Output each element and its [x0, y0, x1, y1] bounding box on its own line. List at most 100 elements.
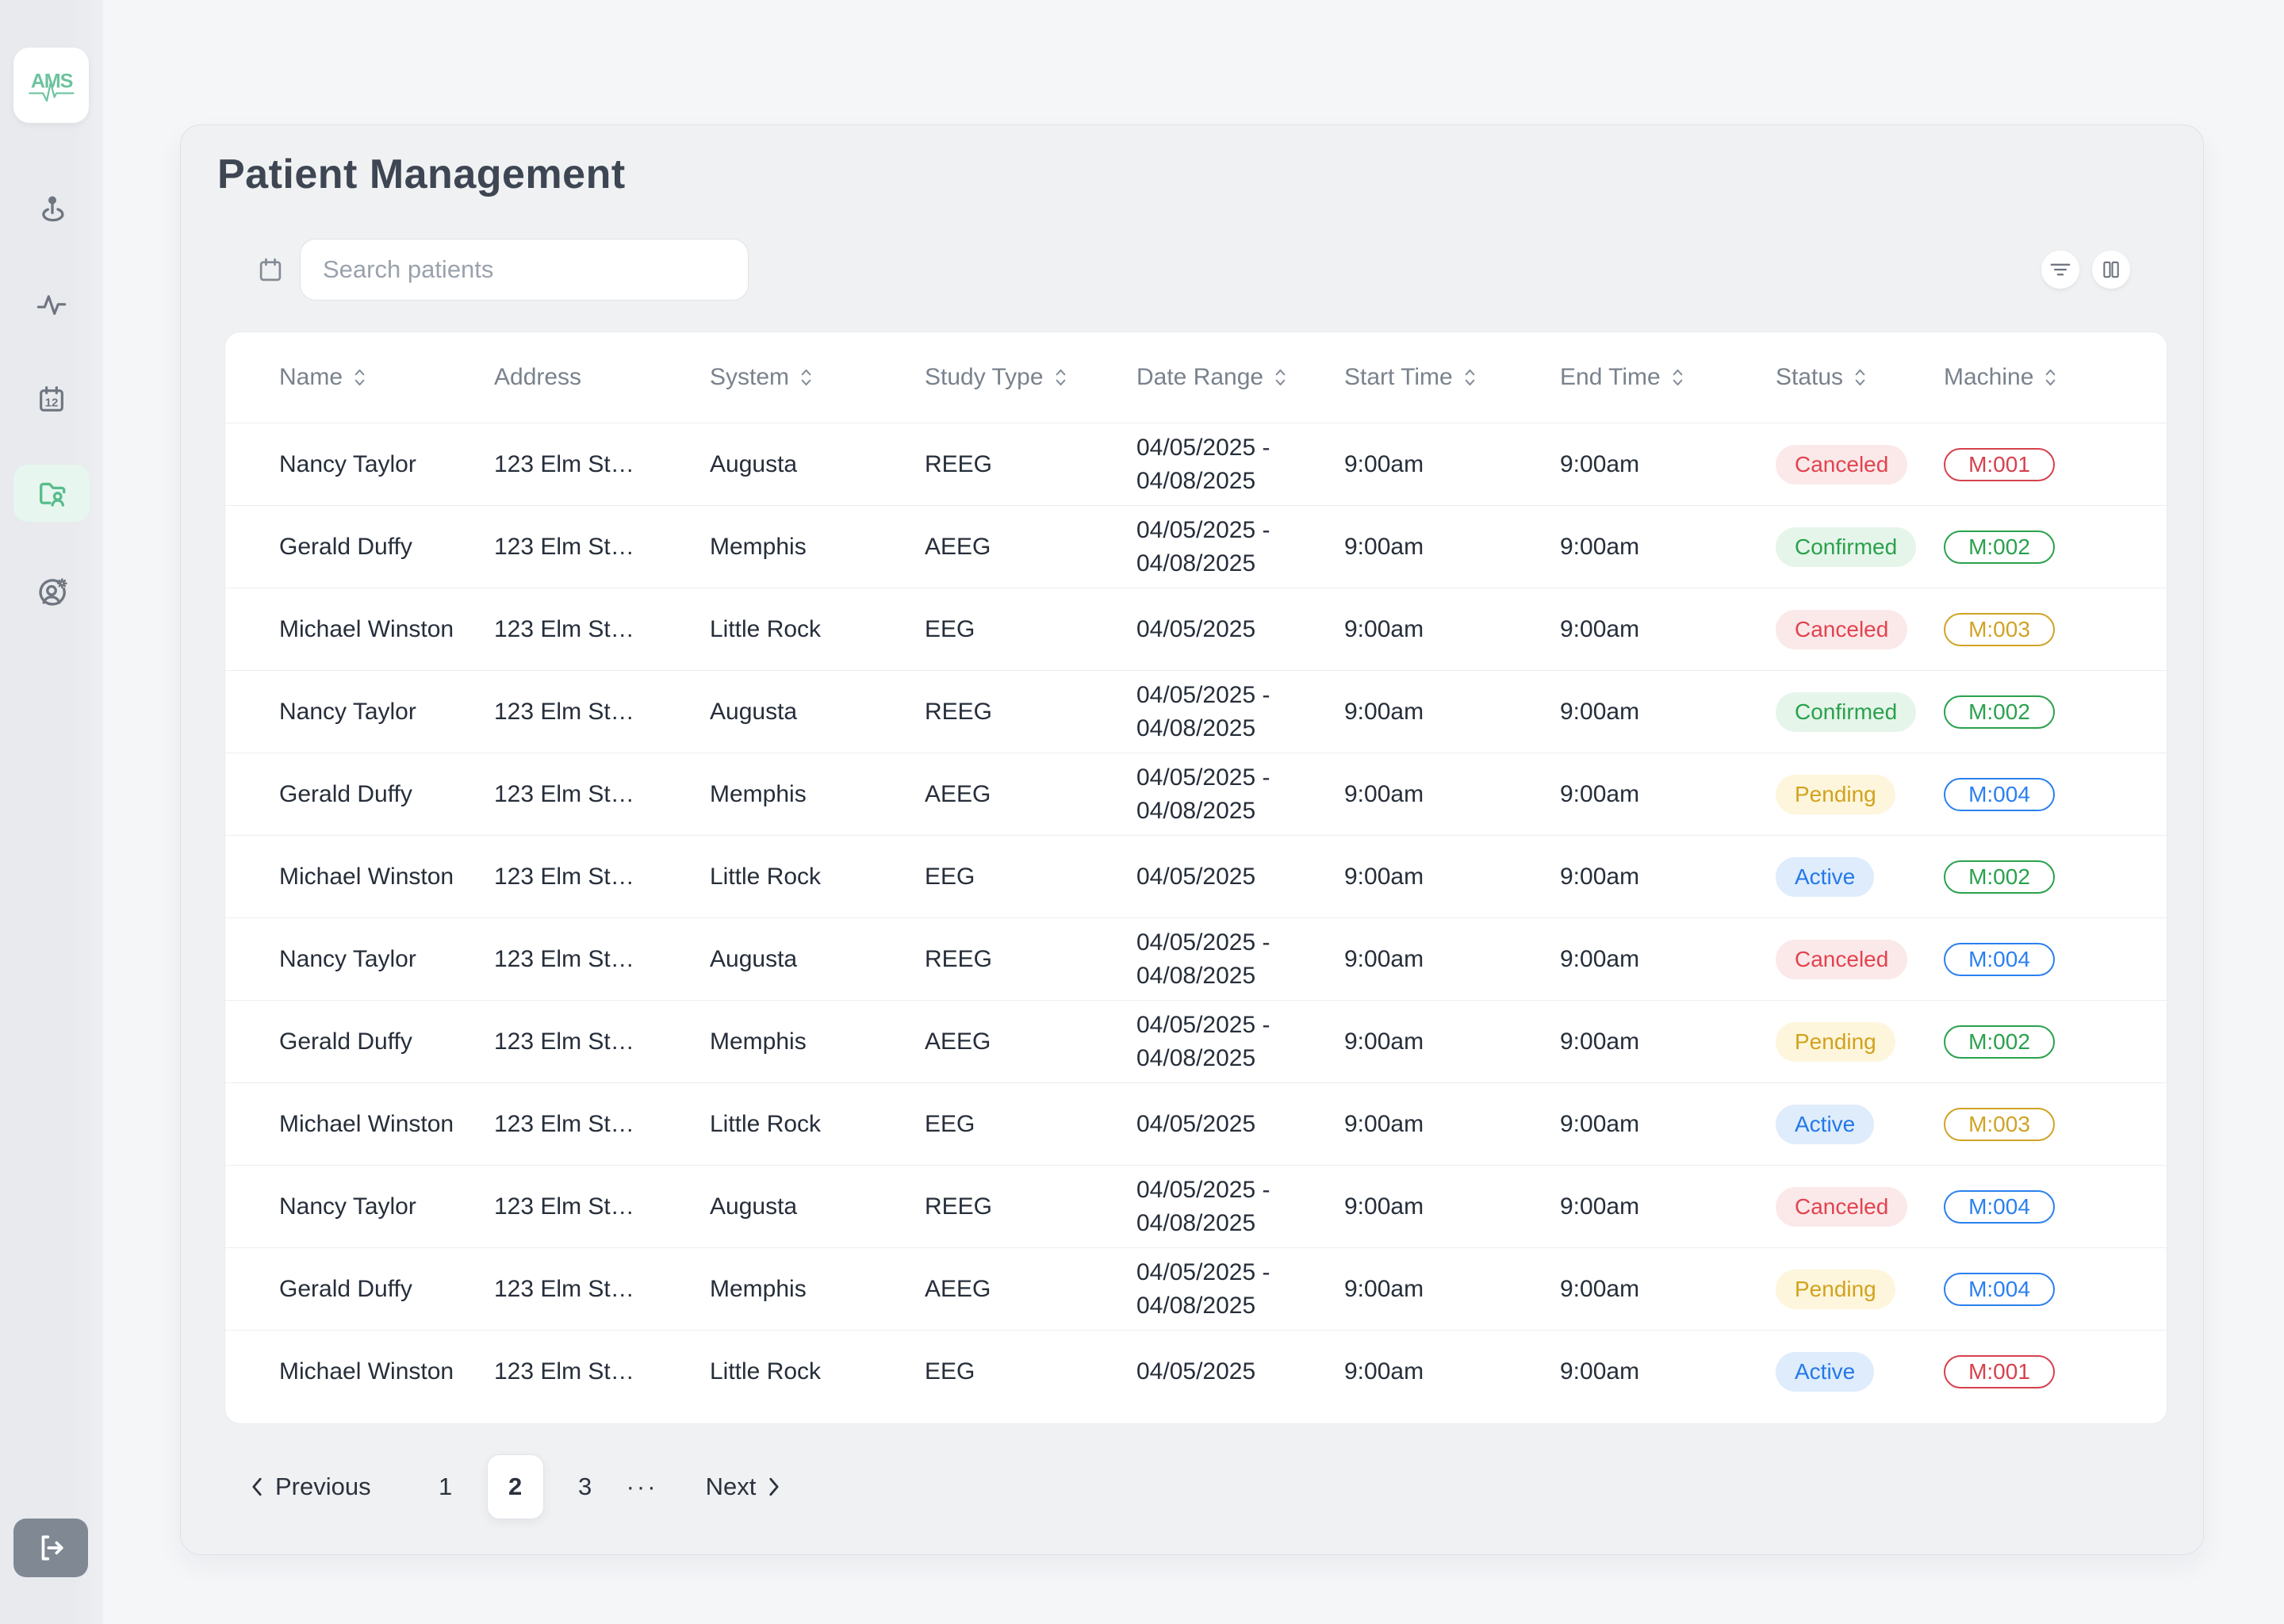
app-logo: AMS	[13, 48, 89, 123]
status-badge: Confirmed	[1776, 527, 1917, 567]
column-header-name[interactable]: Name	[279, 364, 494, 391]
table-row[interactable]: Nancy Taylor 123 Elm St… Augusta REEG 04/05/…	[225, 670, 2167, 753]
sort-icon	[354, 369, 365, 386]
calendar-icon: 12	[40, 386, 63, 412]
cell-name: Nancy Taylor	[279, 1193, 416, 1220]
column-header-end-time[interactable]: End Time	[1560, 364, 1776, 391]
cell-start-time: 9:00am	[1344, 1275, 1424, 1302]
cell-end-time: 9:00am	[1560, 1275, 1640, 1302]
table-row[interactable]: Nancy Taylor 123 Elm St… Augusta REEG 04/05/…	[225, 423, 2167, 505]
sidebar-item-patients[interactable]	[13, 465, 90, 522]
date-line: 04/05/2025 -	[1136, 1176, 1270, 1203]
cell-status: Active	[1776, 1351, 1944, 1392]
cell-machine: M:002	[1944, 530, 2167, 564]
cell-system: Augusta	[710, 450, 798, 477]
next-page-button[interactable]: Next	[706, 1473, 782, 1501]
table-row[interactable]: Gerald Duffy 123 Elm St… Memphis AEEG 04/05/…	[225, 1247, 2167, 1330]
previous-label: Previous	[275, 1473, 371, 1500]
column-header-system[interactable]: System	[710, 364, 925, 391]
cell-address: 123 Elm St…	[494, 945, 634, 972]
search-input[interactable]	[300, 239, 749, 301]
cell-study-type: REEG	[925, 1193, 993, 1220]
cell-study-type: AEEG	[925, 533, 991, 560]
cell-status: Canceled	[1776, 1186, 1944, 1227]
cell-machine: M:003	[1944, 612, 2167, 646]
ams-logo-icon: AMS	[28, 70, 75, 102]
cell-date-range: 04/05/2025 - 04/08/2025	[1136, 431, 1344, 498]
date-line: 04/08/2025	[1136, 1292, 1256, 1319]
previous-page-button[interactable]: Previous	[250, 1473, 371, 1501]
date-line: 04/08/2025	[1136, 467, 1256, 494]
filter-button[interactable]	[2041, 251, 2079, 289]
table-row[interactable]: Michael Winston 123 Elm St… Little Rock EEG…	[225, 835, 2167, 917]
column-header-date-range[interactable]: Date Range	[1136, 364, 1344, 391]
patient-folder-icon	[40, 482, 66, 507]
cell-name: Nancy Taylor	[279, 945, 416, 972]
status-badge: Active	[1776, 856, 1875, 897]
cell-system: Little Rock	[710, 1110, 822, 1137]
cell-status: Active	[1776, 856, 1944, 897]
cell-end-time: 9:00am	[1560, 945, 1640, 972]
machine-badge: M:004	[1944, 1189, 2055, 1224]
cell-machine: M:004	[1944, 1189, 2167, 1224]
cell-start-time: 9:00am	[1344, 533, 1424, 560]
cell-system: Memphis	[710, 780, 807, 807]
cell-system: Memphis	[710, 533, 807, 560]
column-header-start-time[interactable]: Start Time	[1344, 364, 1560, 391]
cell-study-type: EEG	[925, 615, 975, 642]
table-row[interactable]: Gerald Duffy 123 Elm St… Memphis AEEG 04/05/…	[225, 1000, 2167, 1082]
sidebar-item-schedule[interactable]: 12	[0, 384, 103, 416]
logout-button[interactable]	[13, 1519, 88, 1577]
page-button-1[interactable]: 1	[417, 1454, 474, 1519]
columns-button[interactable]	[2092, 251, 2130, 289]
cell-start-time: 9:00am	[1344, 863, 1424, 890]
cell-date-range: 04/05/2025 - 04/08/2025	[1136, 1009, 1344, 1075]
cell-name: Michael Winston	[279, 863, 454, 890]
cell-name: Gerald Duffy	[279, 533, 412, 560]
cell-start-time: 9:00am	[1344, 780, 1424, 807]
status-badge: Canceled	[1776, 1186, 1908, 1227]
cell-study-type: EEG	[925, 1358, 975, 1385]
cell-start-time: 9:00am	[1344, 1358, 1424, 1385]
cell-status: Canceled	[1776, 939, 1944, 979]
column-label: Name	[279, 364, 343, 390]
cell-start-time: 9:00am	[1344, 1028, 1424, 1055]
date-filter-icon[interactable]	[255, 255, 286, 289]
table-row[interactable]: Gerald Duffy 123 Elm St… Memphis AEEG 04/05/…	[225, 753, 2167, 835]
sidebar-item-locations[interactable]	[0, 193, 103, 227]
cell-start-time: 9:00am	[1344, 450, 1424, 477]
sidebar: AMS 12	[0, 0, 103, 1624]
table-row[interactable]: Gerald Duffy 123 Elm St… Memphis AEEG 04/05/…	[225, 505, 2167, 588]
sidebar-item-user-settings[interactable]	[0, 576, 103, 609]
table-row[interactable]: Nancy Taylor 123 Elm St… Augusta REEG 04/05/…	[225, 917, 2167, 1000]
page-button-2[interactable]: 2	[486, 1454, 544, 1519]
page-button-3[interactable]: 3	[557, 1454, 614, 1519]
cell-date-range: 04/05/2025	[1136, 860, 1344, 894]
cell-address: 123 Elm St…	[494, 780, 634, 807]
cell-start-time: 9:00am	[1344, 698, 1424, 725]
date-line: 04/05/2025 -	[1136, 1011, 1270, 1038]
table-row[interactable]: Michael Winston 123 Elm St… Little Rock EEG…	[225, 588, 2167, 670]
cell-date-range: 04/05/2025 - 04/08/2025	[1136, 761, 1344, 828]
cell-date-range: 04/05/2025	[1136, 613, 1344, 646]
column-header-machine[interactable]: Machine	[1944, 364, 2167, 391]
pagination-ellipsis: ···	[626, 1473, 658, 1500]
machine-badge: M:004	[1944, 777, 2055, 811]
table-row[interactable]: Nancy Taylor 123 Elm St… Augusta REEG 04/05/…	[225, 1165, 2167, 1247]
table-row[interactable]: Michael Winston 123 Elm St… Little Rock EEG…	[225, 1082, 2167, 1165]
sidebar-item-monitoring[interactable]	[0, 290, 103, 317]
status-badge: Confirmed	[1776, 691, 1917, 732]
cell-address: 123 Elm St…	[494, 533, 634, 560]
table-row[interactable]: Michael Winston 123 Elm St… Little Rock EEG…	[225, 1330, 2167, 1412]
column-label: Date Range	[1136, 364, 1264, 390]
cell-end-time: 9:00am	[1560, 1110, 1640, 1137]
cell-date-range: 04/05/2025 - 04/08/2025	[1136, 1256, 1344, 1323]
column-header-status[interactable]: Status	[1776, 364, 1944, 391]
column-header-study-type[interactable]: Study Type	[925, 364, 1136, 391]
cell-end-time: 9:00am	[1560, 698, 1640, 725]
cell-machine: M:003	[1944, 1107, 2167, 1141]
cell-machine: M:002	[1944, 1025, 2167, 1059]
cell-system: Little Rock	[710, 615, 822, 642]
